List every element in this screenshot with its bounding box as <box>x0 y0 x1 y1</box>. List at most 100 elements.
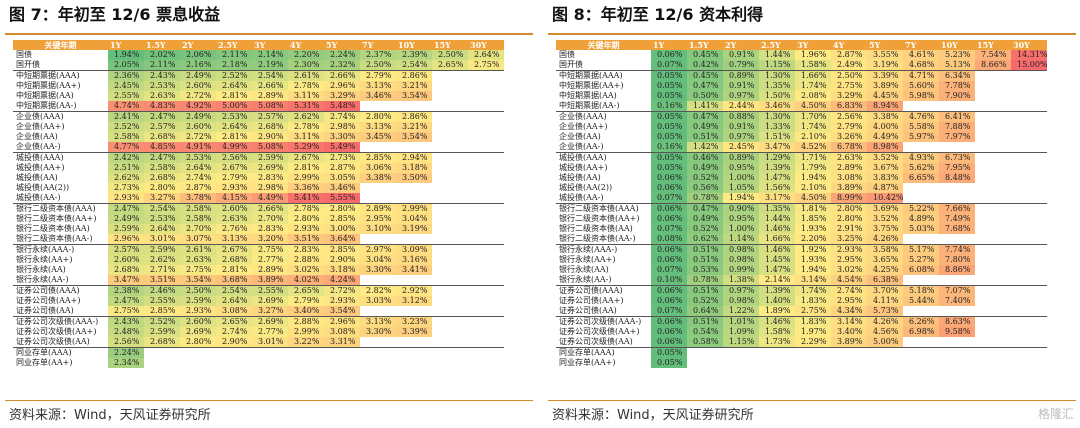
value-cell <box>144 358 180 368</box>
value-cell: 3.54% <box>396 132 432 142</box>
value-cell <box>939 306 975 317</box>
value-cell <box>468 193 504 204</box>
value-cell: 0.97% <box>723 132 759 142</box>
value-cell: 5.22% <box>903 203 939 214</box>
value-cell: 2.89% <box>252 91 288 101</box>
value-cell: 1.14% <box>723 234 759 245</box>
watermark: 格隆汇 <box>1037 407 1074 421</box>
value-cell: 2.78% <box>288 122 324 132</box>
value-cell: 0.52% <box>687 296 723 306</box>
value-cell <box>1011 234 1047 245</box>
value-cell: 2.77% <box>252 327 288 337</box>
value-cell: 2.79% <box>216 173 252 183</box>
value-cell: 3.19% <box>396 224 432 234</box>
value-cell <box>975 224 1011 234</box>
value-cell: 2.81% <box>288 163 324 173</box>
value-cell <box>468 224 504 234</box>
value-cell: 2.58% <box>180 214 216 224</box>
value-cell <box>975 265 1011 275</box>
value-cell <box>432 203 468 214</box>
value-cell: 3.19% <box>867 60 903 71</box>
value-cell: 0.79% <box>723 60 759 71</box>
value-cell: 2.76% <box>216 224 252 234</box>
row-label: 同业存单(AAA) <box>13 347 108 358</box>
value-cell: 3.20% <box>252 234 288 245</box>
row-label: 企业债(AA-) <box>16 142 61 151</box>
value-cell <box>975 142 1011 153</box>
value-cell <box>903 234 939 245</box>
table-row: 证券公司次级债(AA+) 2.48% 2.59% 2.69% 2.74% 2.77% 2.9… <box>13 327 504 337</box>
row-label: 银行二级资本债(AA-) <box>559 234 636 243</box>
value-cell: 2.37% <box>360 50 396 60</box>
value-cell: 2.65% <box>216 316 252 327</box>
value-cell: 0.06% <box>651 203 687 214</box>
value-cell: 2.74% <box>216 327 252 337</box>
value-cell: 2.39% <box>396 50 432 60</box>
value-cell: 6.41% <box>939 111 975 122</box>
row-label: 证券公司债(AA) <box>16 306 74 315</box>
value-cell: 2.80% <box>324 203 360 214</box>
value-cell: 0.07% <box>651 306 687 317</box>
table-row: 证券公司债(AA+) 2.47% 2.55% 2.59% 2.64% 2.69% 2.79%… <box>13 296 504 306</box>
value-cell: 0.05% <box>651 111 687 122</box>
value-cell: 1.70% <box>795 111 831 122</box>
value-cell: 14.31% <box>1011 50 1047 60</box>
value-cell: 2.14% <box>252 50 288 60</box>
value-cell: 2.62% <box>288 111 324 122</box>
value-cell: 7.97% <box>939 132 975 142</box>
value-cell: 2.72% <box>324 285 360 296</box>
value-cell: 2.64% <box>180 163 216 173</box>
value-cell: 3.58% <box>867 244 903 255</box>
value-cell <box>396 358 432 368</box>
value-cell: 7.07% <box>939 285 975 296</box>
value-cell: 2.60% <box>216 203 252 214</box>
value-cell: 2.74% <box>831 285 867 296</box>
value-cell: 1.44% <box>759 214 795 224</box>
value-cell <box>468 265 504 275</box>
value-cell: 1.66% <box>795 70 831 81</box>
value-cell: 3.78% <box>180 193 216 204</box>
row-label: 银行二级资本债(AA-) <box>16 234 93 243</box>
value-cell <box>975 163 1011 173</box>
value-cell: 2.85% <box>360 152 396 163</box>
value-cell: 3.54% <box>324 306 360 317</box>
value-cell <box>432 163 468 173</box>
value-cell <box>975 275 1011 286</box>
table-row: 证券公司债(AA+) 0.06% 0.52% 0.98% 1.40% 1.83% 2.95%… <box>556 296 1047 306</box>
value-cell: 0.89% <box>723 152 759 163</box>
value-cell: 2.50% <box>180 285 216 296</box>
value-cell: 2.60% <box>180 81 216 91</box>
value-cell: 5.55% <box>324 193 360 204</box>
value-cell: 2.90% <box>324 255 360 265</box>
column-header-tenor: 30Y <box>468 40 504 50</box>
value-cell: 7.80% <box>939 255 975 265</box>
value-cell: 2.88% <box>288 255 324 265</box>
value-cell: 2.73% <box>324 152 360 163</box>
value-cell: 2.61% <box>288 70 324 81</box>
value-cell: 0.08% <box>651 234 687 245</box>
value-cell: 2.86% <box>396 70 432 81</box>
value-cell: 2.50% <box>432 50 468 60</box>
value-cell: 1.71% <box>795 152 831 163</box>
value-cell: 1.35% <box>759 203 795 214</box>
row-label: 银行永续(AA-) <box>16 275 69 284</box>
panel-title: 图 7：年初至 12/6 票息收益 <box>9 5 221 24</box>
table-row: 银行二级资本债(AA-) 0.08% 0.62% 1.14% 1.66% 2.20% 3.2… <box>556 234 1047 245</box>
value-cell <box>468 101 504 112</box>
table-row: 城投债(AAA) 2.42% 2.47% 2.53% 2.56% 2.59% 2.67% 2.… <box>13 152 504 163</box>
value-cell: 3.26% <box>831 132 867 142</box>
value-cell <box>468 296 504 306</box>
row-label: 城投债(AA+) <box>559 163 608 172</box>
value-cell: 4.11% <box>867 296 903 306</box>
value-cell: 3.18% <box>396 163 432 173</box>
value-cell <box>468 234 504 245</box>
row-label: 中短期票据(AA-) <box>559 101 620 110</box>
table-row: 企业债(AA) 2.58% 2.68% 2.72% 2.81% 2.90% 3.11% 3.3… <box>13 132 504 142</box>
value-cell: 2.64% <box>216 296 252 306</box>
value-cell <box>432 142 468 153</box>
value-cell: 2.95% <box>831 255 867 265</box>
value-cell: 2.63% <box>831 152 867 163</box>
value-cell: 3.29% <box>324 91 360 101</box>
value-cell: 1.45% <box>759 255 795 265</box>
value-cell: 2.50% <box>831 70 867 81</box>
